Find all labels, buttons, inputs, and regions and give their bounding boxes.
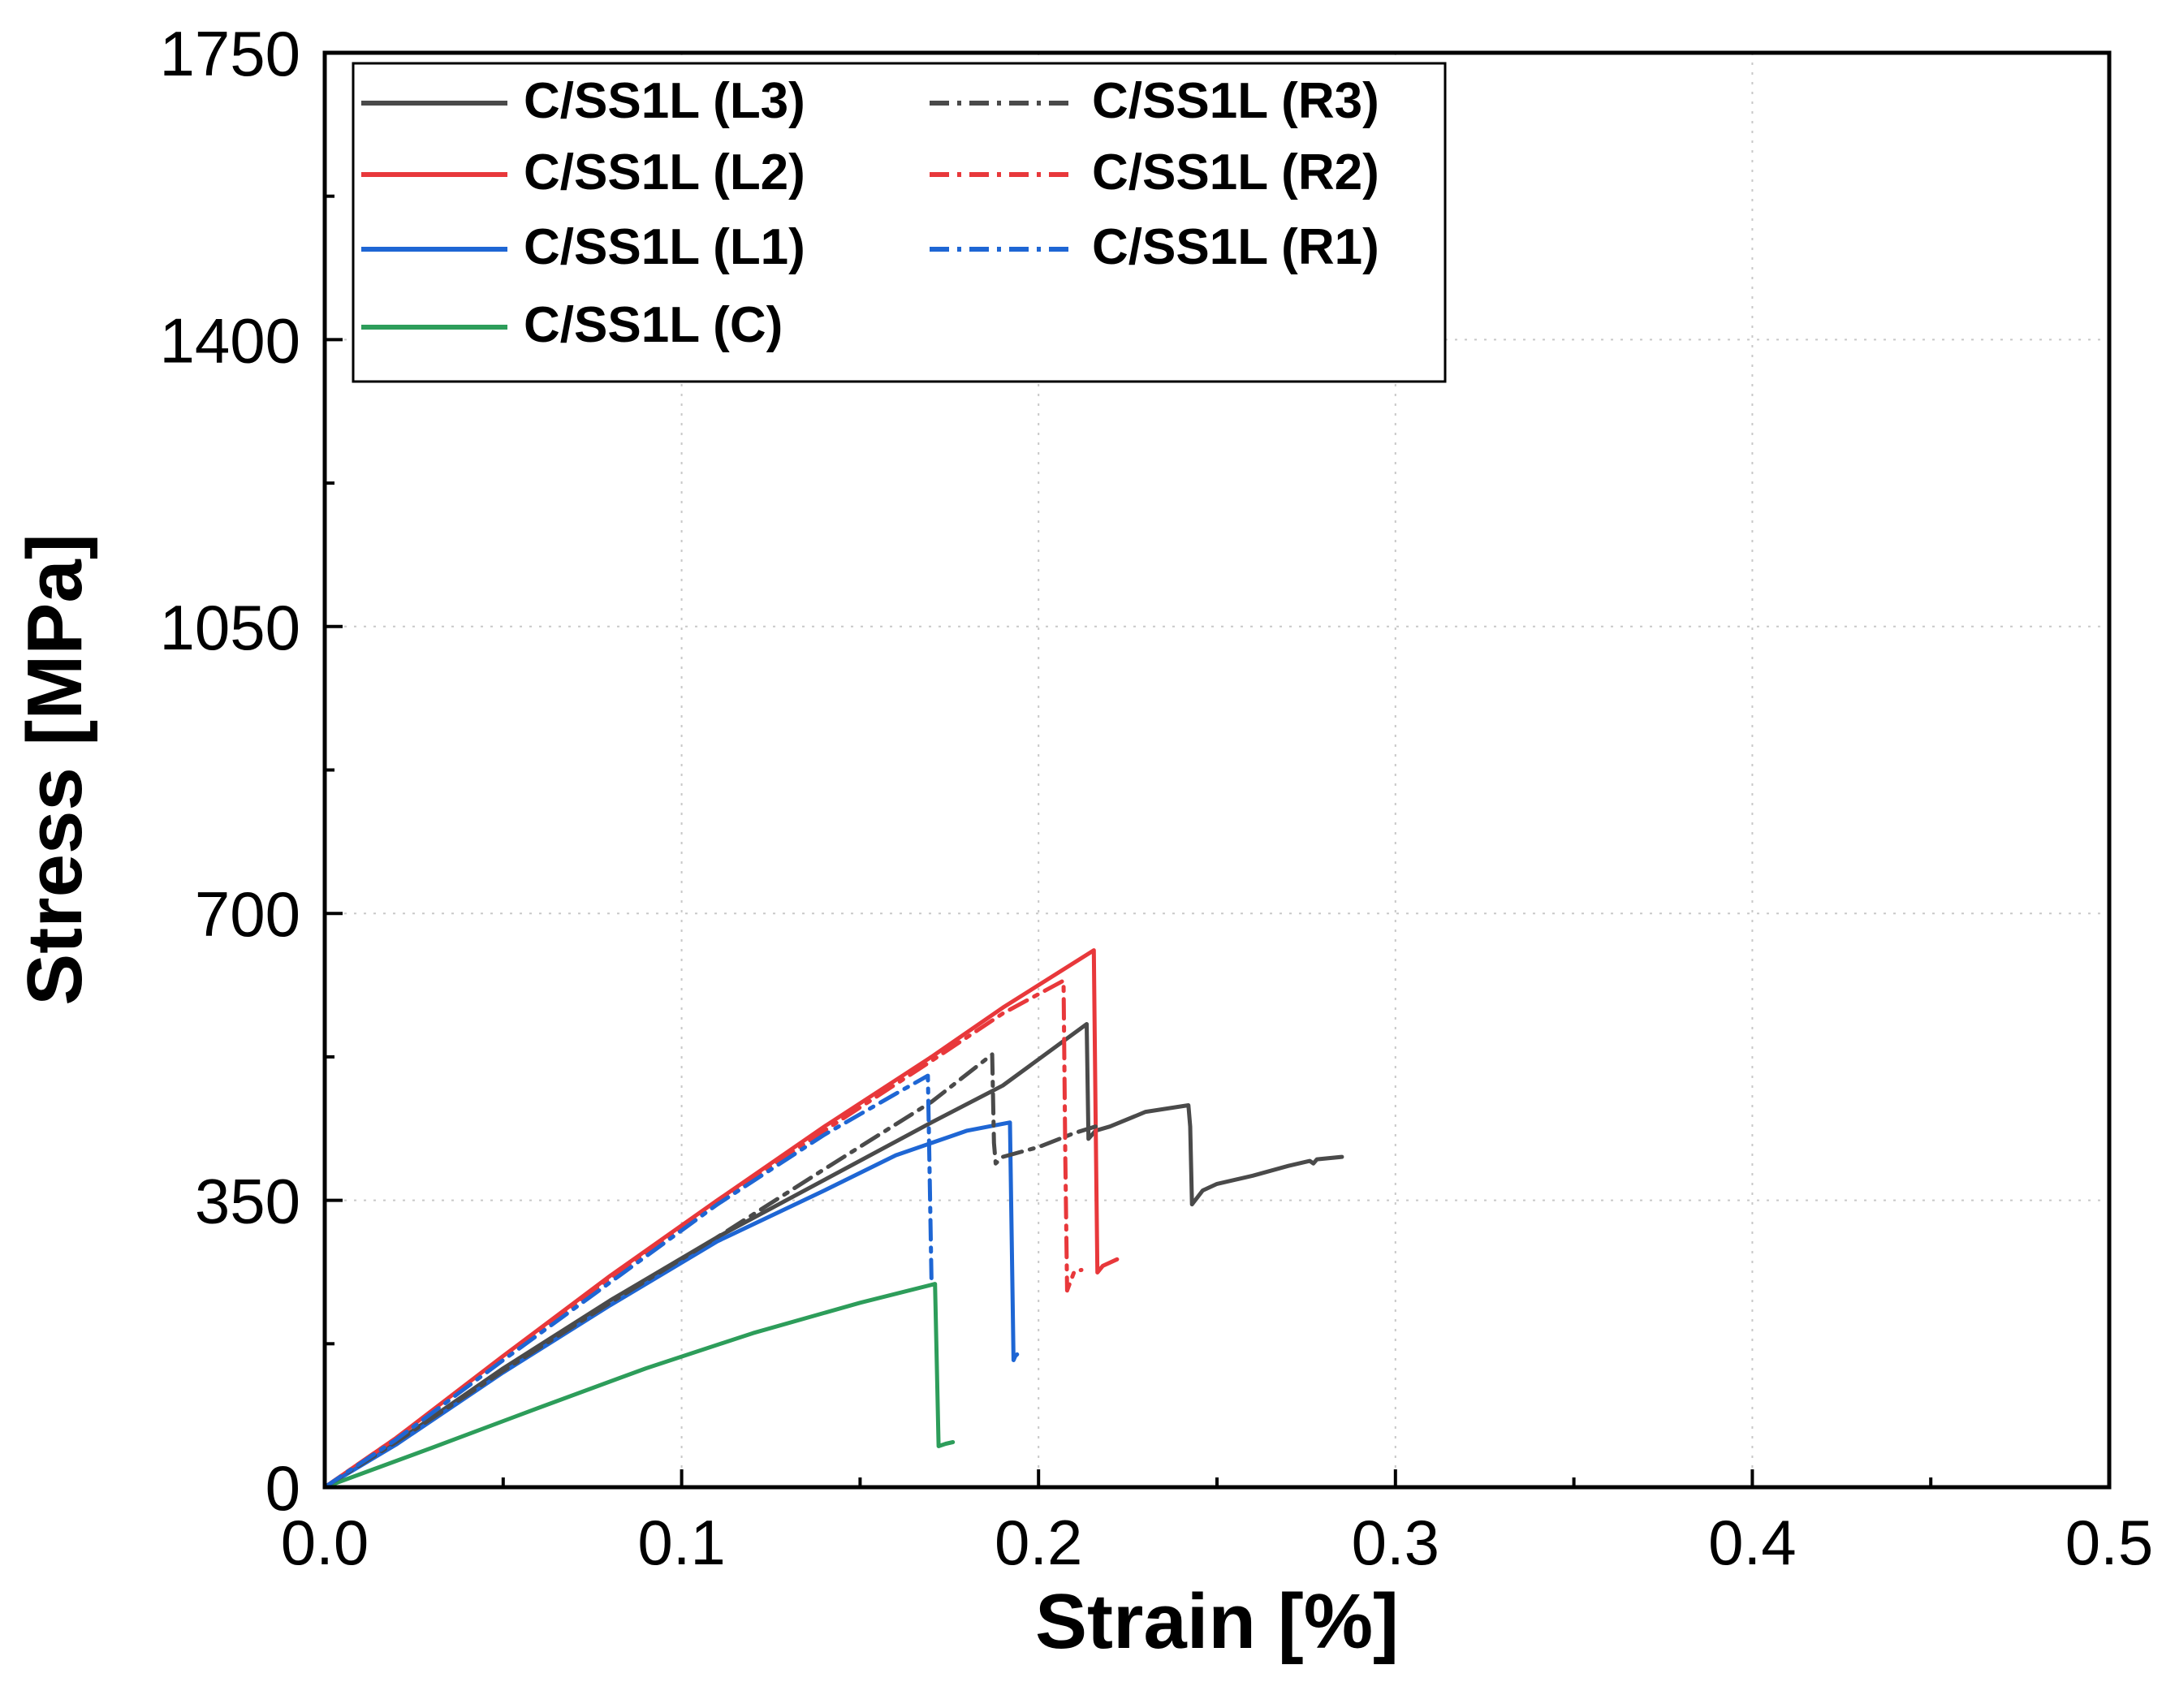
series-line-c-ss1l-r2: [322, 978, 1084, 1490]
legend-label: C/SS1L (L3): [524, 73, 805, 129]
y-tick-label: 1750: [159, 18, 300, 89]
series-line-c-ss1l-r1: [322, 1073, 934, 1490]
axis-ticks: 0.0 0.1 0.2 0.3 0.4 0.5 0 350 700 1050 1400 1750: [159, 18, 2153, 1578]
y-tick-label: 0: [265, 1452, 300, 1524]
legend-label: C/SS1L (L1): [524, 219, 805, 275]
x-axis-title: Strain [%]: [1035, 1578, 1399, 1665]
legend-label: C/SS1L (L2): [524, 144, 805, 201]
x-tick-label: 0.2: [995, 1507, 1082, 1578]
x-tick-label: 0.4: [1708, 1507, 1796, 1578]
legend-label: C/SS1L (C): [524, 297, 783, 353]
x-tick-label: 0.5: [2065, 1507, 2153, 1578]
x-tick-label: 0.3: [1352, 1507, 1439, 1578]
series-line-c-ss1l-l2: [322, 948, 1120, 1490]
legend-label: C/SS1L (R1): [1092, 219, 1379, 275]
y-axis-title: Stress [MPa]: [11, 533, 98, 1006]
legend-box: [352, 62, 1447, 383]
x-tick-label: 0.0: [281, 1507, 369, 1578]
y-tick-label: 1050: [159, 592, 300, 663]
x-tick-label: 0.1: [637, 1507, 725, 1578]
legend: C/SS1L (L3) C/SS1L (L2) C/SS1L (L1) C/SS1L …: [352, 62, 1447, 383]
series-line-c-ss1l-r3: [322, 1052, 1098, 1490]
series-line-c-ss1l-c: [322, 1282, 956, 1490]
series-lines: [322, 948, 1344, 1490]
y-tick-label: 700: [195, 878, 300, 950]
y-tick-label: 1400: [159, 304, 300, 376]
legend-label: C/SS1L (R3): [1092, 73, 1379, 129]
legend-label: C/SS1L (R2): [1092, 144, 1379, 201]
y-tick-label: 350: [195, 1166, 300, 1237]
